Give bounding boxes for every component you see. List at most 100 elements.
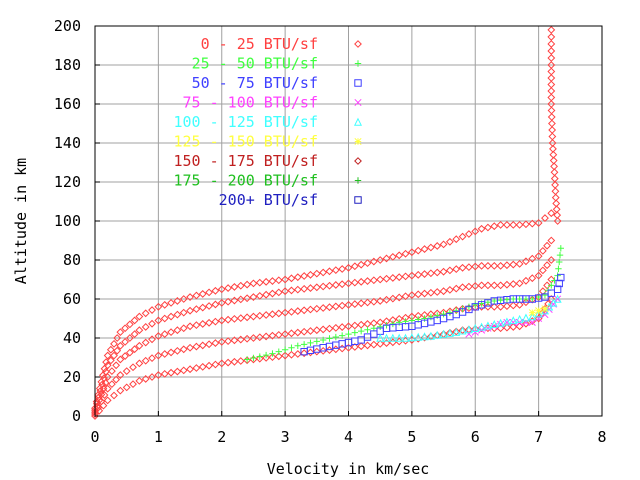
data-point xyxy=(549,298,558,307)
data-point xyxy=(509,220,518,229)
data-point xyxy=(465,303,473,310)
data-point xyxy=(445,237,454,246)
data-point xyxy=(350,321,359,330)
data-point xyxy=(92,397,101,406)
data-point xyxy=(319,282,328,291)
data-point xyxy=(281,330,290,339)
y-tick-label: 40 xyxy=(63,329,81,347)
data-point xyxy=(192,305,201,314)
data-point xyxy=(433,330,442,339)
data-point xyxy=(528,219,537,228)
y-tick-label: 100 xyxy=(54,212,81,230)
data-point xyxy=(268,310,277,319)
data-point xyxy=(211,317,220,326)
data-point xyxy=(528,312,537,321)
data-point xyxy=(541,291,549,299)
series-0-curve-2 xyxy=(91,256,556,417)
data-point xyxy=(357,277,366,286)
data-point xyxy=(439,240,448,249)
data-point xyxy=(135,359,144,368)
data-point xyxy=(224,297,232,306)
data-point xyxy=(369,340,378,349)
x-tick-label: 1 xyxy=(154,428,163,446)
data-point xyxy=(173,346,182,355)
data-point xyxy=(522,257,530,266)
data-point xyxy=(230,314,239,323)
data-point xyxy=(116,341,125,350)
data-point xyxy=(306,346,315,355)
data-point xyxy=(503,323,511,332)
data-point xyxy=(154,351,163,360)
x-axis-label: Velocity in km/sec xyxy=(267,460,430,478)
plot-frame xyxy=(94,25,603,417)
data-point xyxy=(553,285,562,293)
data-point xyxy=(503,280,511,289)
series-0 xyxy=(91,25,562,420)
data-point xyxy=(420,289,429,298)
data-point xyxy=(262,353,271,362)
data-point xyxy=(345,330,352,338)
data-point xyxy=(471,282,480,290)
data-point xyxy=(509,301,518,310)
data-point xyxy=(522,318,530,326)
data-point xyxy=(521,313,530,322)
data-point xyxy=(205,318,213,327)
data-point xyxy=(274,276,283,285)
data-point xyxy=(382,295,391,304)
data-point xyxy=(357,336,365,344)
data-point xyxy=(192,291,201,300)
data-point xyxy=(446,312,454,321)
data-point xyxy=(484,299,492,307)
data-point xyxy=(382,274,391,283)
data-point xyxy=(407,248,416,257)
data-point xyxy=(186,343,194,352)
data-point xyxy=(344,300,353,309)
legend-label: 100 - 125 BTU/sf xyxy=(174,113,319,131)
x-tick-label: 4 xyxy=(344,428,353,446)
y-tick-label: 180 xyxy=(54,56,81,74)
data-point xyxy=(529,295,536,303)
data-point xyxy=(357,320,366,329)
data-point xyxy=(154,332,163,340)
data-point xyxy=(522,298,530,307)
data-point xyxy=(319,268,328,277)
data-point xyxy=(300,306,309,315)
data-point xyxy=(338,280,347,289)
data-point xyxy=(547,256,556,264)
series-0-curve-5 xyxy=(547,25,562,225)
data-point xyxy=(338,340,346,348)
data-point xyxy=(452,327,461,336)
data-point xyxy=(269,350,276,357)
data-point xyxy=(351,329,359,336)
data-point xyxy=(357,299,366,308)
legend-marker xyxy=(353,117,363,126)
data-point xyxy=(167,312,175,321)
data-point xyxy=(249,279,258,288)
data-point xyxy=(287,350,296,359)
data-point xyxy=(262,351,270,359)
data-point xyxy=(113,346,122,355)
data-point xyxy=(205,288,213,297)
data-point xyxy=(376,323,384,330)
data-point xyxy=(217,285,226,294)
data-point xyxy=(135,326,144,335)
data-point xyxy=(116,371,125,379)
data-point xyxy=(224,358,232,367)
data-point xyxy=(407,291,416,300)
data-point xyxy=(141,356,150,365)
data-point xyxy=(230,357,239,366)
data-point xyxy=(173,310,182,319)
data-point xyxy=(121,337,130,346)
data-point xyxy=(556,251,564,259)
data-point xyxy=(502,317,511,326)
data-point xyxy=(522,220,530,229)
data-point xyxy=(148,306,156,314)
y-tick-label: 140 xyxy=(54,134,81,152)
data-point xyxy=(236,295,245,304)
data-point xyxy=(370,330,378,338)
data-point xyxy=(331,323,340,332)
data-point xyxy=(319,336,327,344)
data-point xyxy=(503,295,511,304)
series-5 xyxy=(528,305,549,317)
